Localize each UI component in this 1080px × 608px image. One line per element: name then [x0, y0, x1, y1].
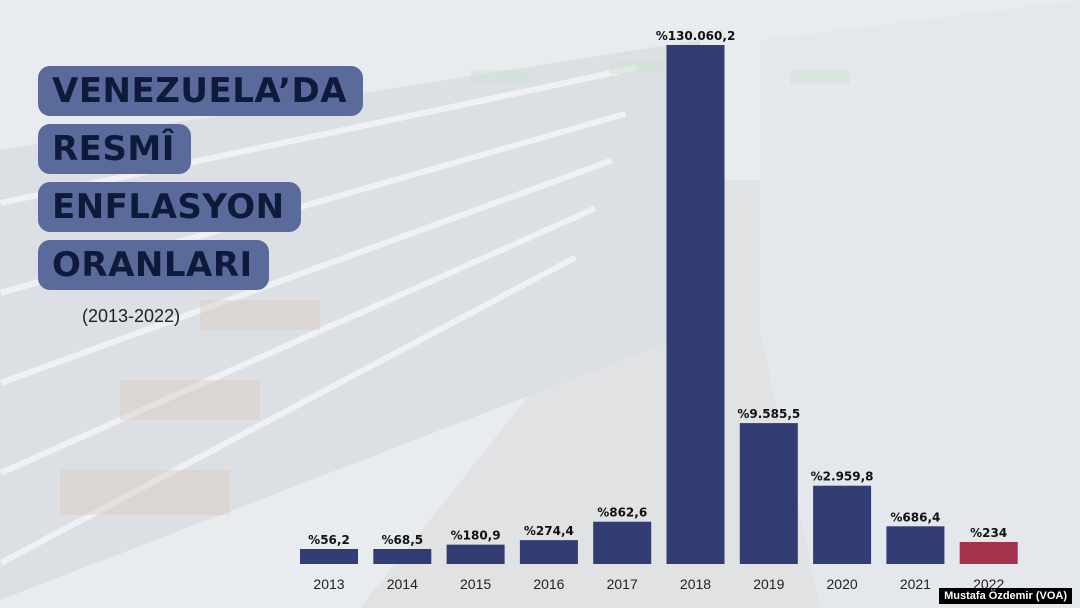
credit-label: Mustafa Özdemir (VOA)	[939, 588, 1072, 604]
bar-2016	[519, 540, 578, 564]
category-label-2021: 2021	[900, 576, 931, 592]
value-label-2019: %9.585,5	[737, 407, 800, 421]
chart-subtitle-date-range: (2013-2022)	[82, 306, 181, 326]
category-label-2013: 2013	[313, 576, 344, 592]
title-line-4: ORANLARI	[38, 240, 269, 290]
category-label-2015: 2015	[460, 576, 491, 592]
category-label-2016: 2016	[533, 576, 564, 592]
category-label-2017: 2017	[607, 576, 638, 592]
bar-2022	[959, 541, 1018, 564]
bar-2017	[593, 521, 652, 564]
value-label-2020: %2.959,8	[811, 470, 874, 484]
bar-2019	[739, 423, 798, 564]
value-label-2018: %130.060,2	[656, 29, 736, 43]
bar-2013	[300, 549, 358, 564]
value-label-2015: %180,9	[451, 529, 501, 543]
category-label-2020: 2020	[827, 576, 858, 592]
title-line-2: RESMÎ	[38, 124, 191, 174]
category-label-2019: 2019	[753, 576, 784, 592]
value-label-2021: %686,4	[890, 510, 940, 524]
chart-title: VENEZUELA’DA RESMÎ ENFLASYON ORANLARI	[38, 66, 364, 298]
bar-2020	[813, 485, 872, 564]
value-label-2013: %56,2	[308, 533, 350, 547]
value-label-2014: %68,5	[381, 533, 423, 547]
value-label-2016: %274,4	[524, 524, 574, 538]
bar-2021	[886, 526, 945, 564]
title-line-1: VENEZUELA’DA	[38, 66, 364, 116]
bar-2018	[666, 45, 725, 564]
bar-2015	[446, 544, 505, 564]
value-label-2022: %234	[970, 526, 1007, 540]
title-line-3: ENFLASYON	[38, 182, 301, 232]
category-label-2014: 2014	[387, 576, 418, 592]
bar-2014	[373, 549, 432, 564]
value-label-2017: %862,6	[597, 506, 647, 520]
category-label-2018: 2018	[680, 576, 711, 592]
